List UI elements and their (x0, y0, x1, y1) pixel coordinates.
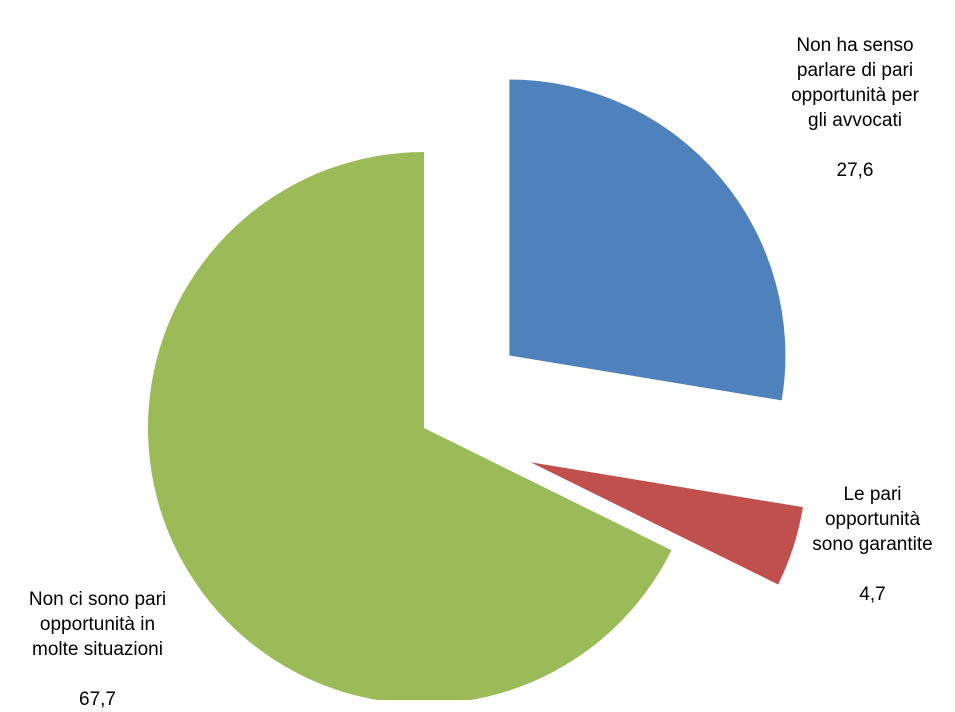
slice-label-not-in-many-situations: Non ci sono pari opportunità in molte si… (0, 562, 195, 712)
slice-no-sense (509, 79, 786, 401)
slice-label-guaranteed: Le pari opportunità sono garantite 4,7 (790, 457, 955, 607)
slice-category: Non ha senso parlare di pari opportunità… (791, 35, 919, 131)
slice-category: Le pari opportunità sono garantite (812, 484, 933, 555)
slice-value: 27,6 (836, 160, 874, 181)
slice-category: Non ci sono pari opportunità in molte si… (28, 589, 167, 660)
slice-guaranteed (530, 462, 803, 585)
slice-label-no-sense: Non ha senso parlare di pari opportunità… (755, 8, 955, 183)
slice-value: 4,7 (859, 584, 886, 605)
slice-not-in-many-situations (148, 152, 672, 700)
